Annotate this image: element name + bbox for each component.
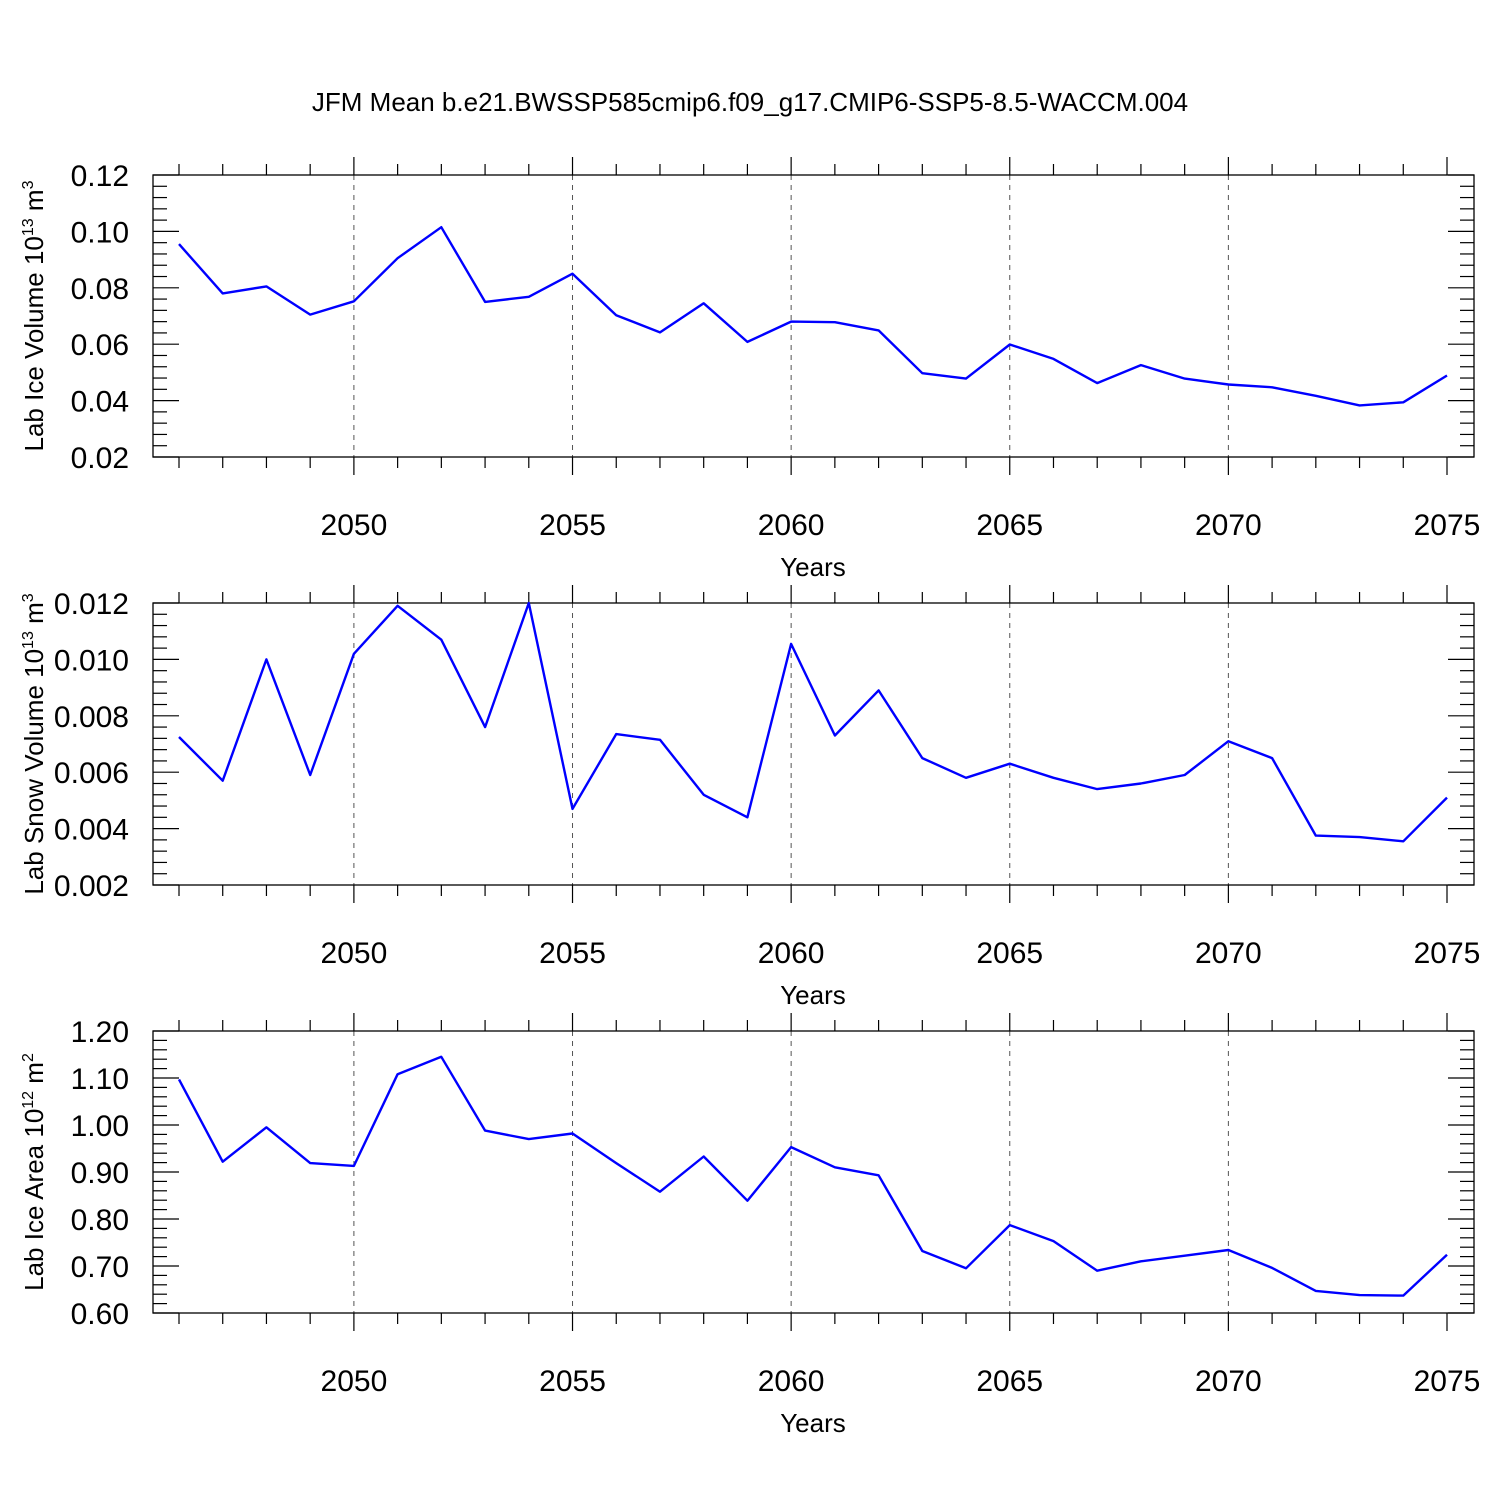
x-tick-label: 2075 [1414, 937, 1481, 970]
x-tick-label: 2075 [1414, 1365, 1481, 1398]
x-tick-label: 2050 [321, 937, 388, 970]
series-line [178, 225, 1448, 407]
x-tick-label: 2050 [321, 509, 388, 542]
y-axis-label: Lab Snow Volume 1013 m3 [19, 593, 49, 894]
x-tick-label: 2055 [539, 937, 606, 970]
y-tick-label: 0.006 [54, 757, 129, 790]
y-tick-label: 0.08 [71, 273, 129, 306]
y-axis-label-ylabel-unit-exp: 3 [20, 180, 37, 189]
x-tick-label: 2070 [1195, 1365, 1262, 1398]
y-axis-label: Lab Ice Area 1012 m2 [19, 1053, 49, 1291]
y-axis-label-ylabel-prefix: Lab Ice Volume 10 [19, 236, 49, 451]
y-axis-label-ylabel-exp: 13 [20, 218, 37, 236]
x-tick-label: 2055 [539, 1365, 606, 1398]
y-tick-label: 0.008 [54, 701, 129, 734]
y-tick-label: 0.90 [71, 1157, 129, 1190]
y-tick-label: 0.012 [54, 588, 129, 621]
y-axis-label-ylabel-exp: 12 [20, 1091, 37, 1109]
y-axis-label: Lab Ice Volume 1013 m3 [19, 180, 49, 451]
x-tick-label: 2060 [758, 509, 825, 542]
y-axis-label-ylabel-unit: m [19, 1062, 49, 1091]
y-axis-label-ylabel-exp: 13 [20, 631, 37, 649]
y-tick-label: 1.20 [71, 1016, 129, 1049]
x-axis-label: Years [780, 1408, 846, 1438]
plot-frame [152, 602, 1475, 886]
y-tick-label: 1.10 [71, 1063, 129, 1096]
y-tick-label: 0.70 [71, 1251, 129, 1284]
y-tick-label: 0.002 [54, 870, 129, 903]
chart-title: JFM Mean b.e21.BWSSP585cmip6.f09_g17.CMI… [312, 87, 1188, 117]
panels: 0.02 0.04 0.06 0.08 0.10 0.12 2050 2055 2060 2065… [19, 157, 1480, 1438]
x-tick-label: 2065 [976, 937, 1043, 970]
y-tick-label: 0.10 [71, 216, 129, 249]
plot-frame [152, 174, 1475, 458]
x-tick-label: 2065 [976, 509, 1043, 542]
y-axis-label-ylabel-unit-exp: 3 [20, 593, 37, 602]
y-axis-label-ylabel-prefix: Lab Snow Volume 10 [19, 649, 49, 895]
series-line [178, 601, 1448, 843]
x-tick-label: 2050 [321, 1365, 388, 1398]
y-tick-label: 0.12 [71, 160, 129, 193]
y-tick-label: 0.06 [71, 329, 129, 362]
x-tick-label: 2065 [976, 1365, 1043, 1398]
panel-3: 0.60 0.70 0.80 0.90 1.00 1.10 1.20 2050 2055 2060… [19, 1013, 1480, 1438]
y-tick-label: 0.010 [54, 644, 129, 677]
x-tick-label: 2060 [758, 1365, 825, 1398]
x-tick-label: 2055 [539, 509, 606, 542]
y-axis-label-ylabel-prefix: Lab Ice Area 10 [19, 1109, 49, 1291]
y-tick-label: 1.00 [71, 1110, 129, 1143]
x-tick-label: 2070 [1195, 937, 1262, 970]
y-tick-label: 0.60 [71, 1298, 129, 1331]
y-tick-label: 0.04 [71, 386, 129, 419]
y-tick-label: 0.02 [71, 442, 129, 475]
x-tick-label: 2060 [758, 937, 825, 970]
panel-2: 0.002 0.004 0.006 0.008 0.010 0.012 2050 2055 20… [19, 585, 1480, 1010]
y-tick-label: 0.004 [54, 814, 129, 847]
y-axis-label-ylabel-unit-exp: 2 [20, 1053, 37, 1062]
x-tick-label: 2070 [1195, 509, 1262, 542]
x-axis-label: Years [780, 552, 846, 582]
x-tick-label: 2075 [1414, 509, 1481, 542]
series-line [177, 1055, 1448, 1297]
y-axis-label-ylabel-unit: m [19, 189, 49, 218]
panel-1: 0.02 0.04 0.06 0.08 0.10 0.12 2050 2055 2060 2065… [19, 157, 1480, 582]
x-axis-label: Years [780, 980, 846, 1010]
y-tick-label: 0.80 [71, 1204, 129, 1237]
y-axis-label-ylabel-unit: m [19, 602, 49, 631]
